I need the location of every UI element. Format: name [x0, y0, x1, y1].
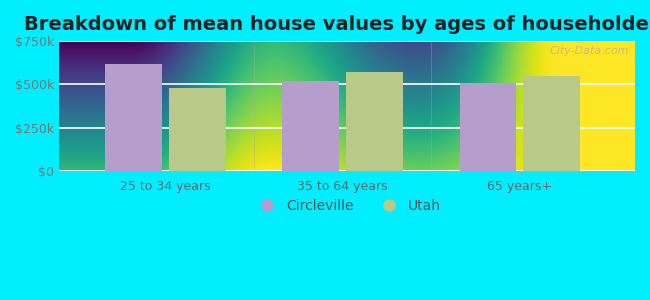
Legend: Circleville, Utah: Circleville, Utah: [248, 194, 447, 218]
Title: Breakdown of mean house values by ages of householders: Breakdown of mean house values by ages o…: [24, 15, 650, 34]
Bar: [105, 64, 162, 171]
Bar: [460, 83, 516, 171]
Text: City-Data.com: City-Data.com: [550, 46, 629, 56]
Bar: [282, 81, 339, 171]
Bar: [523, 76, 580, 171]
Bar: [169, 88, 226, 171]
Bar: [346, 72, 403, 171]
